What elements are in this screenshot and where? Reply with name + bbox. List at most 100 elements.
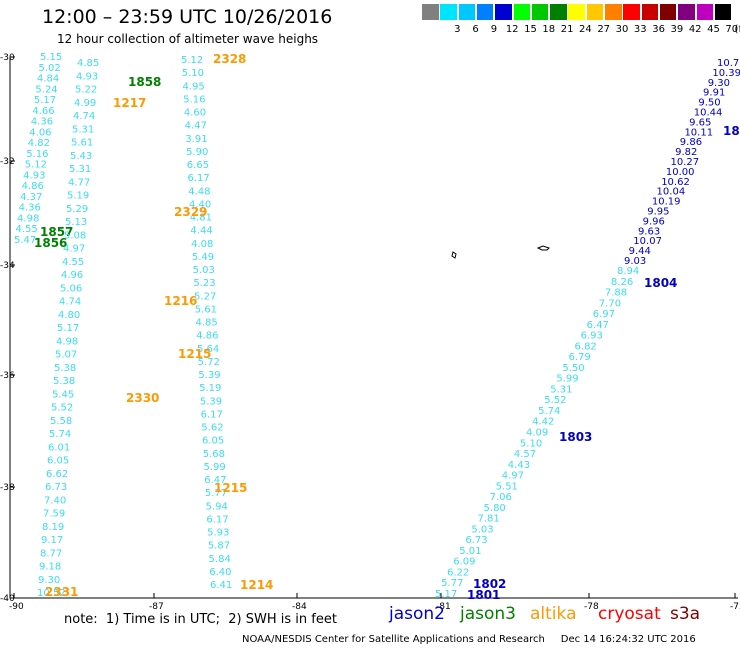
swh-value: 4.95 (182, 81, 204, 92)
swh-value: 5.03 (471, 524, 493, 535)
swh-value: 9.95 (647, 207, 669, 218)
pass-time-label: 1804 (644, 276, 677, 290)
swh-value: 8.77 (40, 548, 62, 559)
swh-value: 5.13 (65, 217, 87, 228)
pass-time-label: 2328 (213, 52, 246, 66)
swh-value: 9.86 (680, 137, 702, 148)
swh-value: 10.44 (694, 108, 723, 119)
legend-label: 12 (505, 24, 519, 35)
swh-value: 8.26 (611, 277, 633, 288)
swh-value: 8.19 (42, 522, 64, 533)
mission-altika: altika (530, 604, 577, 624)
legend-swatch (531, 4, 549, 20)
swh-value: 4.85 (196, 318, 218, 329)
swh-value: 6.93 (581, 331, 603, 342)
swh-value: 5.19 (199, 383, 221, 394)
mission-jason3: jason3 (460, 604, 516, 624)
lon-label: -81 (436, 602, 451, 612)
swh-value: 5.03 (193, 265, 215, 276)
swh-value: 5.99 (556, 374, 578, 385)
swh-value: 4.57 (514, 449, 536, 460)
swh-value: 6.47 (204, 475, 226, 486)
legend-swatch (458, 4, 476, 20)
legend-label: 15 (524, 24, 537, 35)
swh-value: 4.43 (508, 460, 530, 471)
pass-time-label: 1858 (128, 75, 161, 89)
swh-value: 10.39 (712, 68, 740, 79)
swh-value: 10.52 (37, 588, 66, 599)
island-shape (536, 245, 550, 251)
swh-value: 5.24 (35, 84, 57, 95)
swh-value: 4.98 (17, 213, 39, 224)
legend-swatch (623, 4, 640, 20)
legend-label: 33 (633, 24, 647, 35)
lat-label: -34 (0, 261, 15, 271)
swh-value: 7.59 (43, 509, 65, 520)
swh-value: 5.99 (203, 462, 225, 473)
swh-value: 6.17 (201, 409, 223, 420)
swh-value: 5.38 (53, 376, 75, 387)
lon-label: -75 (730, 602, 740, 612)
swh-value: 5.39 (200, 396, 222, 407)
swh-value: 4.93 (23, 170, 45, 181)
swh-value: 5.43 (70, 151, 92, 162)
legend-label: 70 (725, 24, 739, 35)
pass-time-label: 1803 (559, 430, 592, 444)
swh-value: 5.52 (51, 403, 73, 414)
lat-label: -40 (0, 594, 15, 604)
swh-value: 5.19 (67, 191, 89, 202)
swh-value: 4.37 (20, 192, 42, 203)
swh-value: 6.22 (447, 567, 469, 578)
legend-label: 30 (615, 24, 629, 35)
swh-value: 4.86 (196, 331, 218, 342)
swh-value: 7.88 (605, 288, 627, 299)
swh-value: 4.85 (77, 58, 99, 69)
swh-value: 5.02 (38, 63, 60, 74)
swh-value: 10.07 (633, 236, 662, 247)
swh-value: 4.74 (59, 297, 81, 308)
swh-value: 9.30 (708, 78, 730, 89)
swh-value: 5.31 (69, 164, 91, 175)
swh-value: 5.12 (25, 160, 47, 171)
legend-swatch (641, 4, 659, 20)
swh-value: 5.52 (544, 395, 566, 406)
legend-swatch (440, 4, 457, 20)
swh-value: 5.77 (441, 578, 463, 589)
swh-value: 4.66 (32, 106, 54, 117)
swh-value: 5.61 (195, 304, 217, 315)
swh-value: 5.68 (203, 449, 225, 460)
swh-value: 4.08 (191, 239, 213, 250)
legend-label: 42 (688, 24, 702, 35)
swh-value: 5.31 (72, 124, 94, 135)
mission-jason2: jason2 (389, 604, 445, 624)
swh-value: 5.74 (538, 406, 560, 417)
swh-value: 4.36 (19, 203, 41, 214)
legend-label: 39 (670, 24, 684, 35)
swh-value: 9.65 (689, 117, 711, 128)
swh-value: 5.61 (71, 138, 93, 149)
swh-value: 5.45 (52, 389, 74, 400)
swh-value: 6.73 (45, 482, 67, 493)
pass-time-label: 1216 (164, 294, 197, 308)
swh-value: 9.96 (643, 216, 665, 227)
swh-value: 9.63 (638, 226, 660, 237)
swh-value: 8.94 (617, 266, 639, 277)
swh-value: 4.36 (31, 117, 53, 128)
swh-value: 5.72 (198, 357, 220, 368)
swh-value: 5.90 (186, 147, 208, 158)
swh-value: 5.10 (182, 68, 204, 79)
mission-s3a: s3a (670, 604, 701, 624)
swh-value: 5.16 (183, 94, 205, 105)
swh-value: 5.80 (484, 503, 506, 514)
swh-value: 5.93 (207, 528, 229, 539)
swh-value: 6.79 (568, 352, 590, 363)
legend-label: 6 (472, 24, 479, 35)
page-title: 12:00 – 23:59 UTC 10/26/2016 (42, 6, 333, 28)
legend-swatch (476, 4, 494, 20)
legend-swatch (696, 4, 713, 20)
swh-value: 5.07 (55, 350, 77, 361)
swh-value: 6.97 (593, 309, 615, 320)
swh-value: 5.08 (64, 230, 86, 241)
swh-value: 5.17 (57, 323, 79, 334)
swh-value: 10.7 (717, 58, 739, 69)
